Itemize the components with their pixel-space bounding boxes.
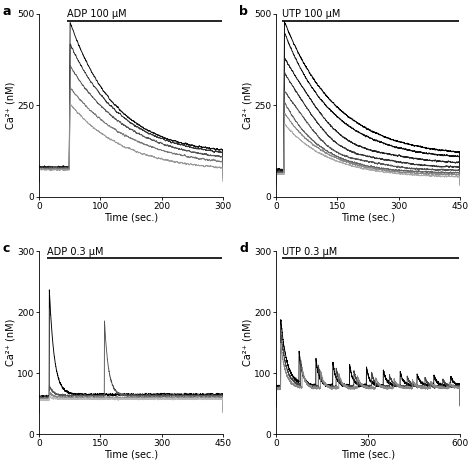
X-axis label: Time (sec.): Time (sec.) [341,212,395,222]
Text: d: d [239,242,248,255]
X-axis label: Time (sec.): Time (sec.) [104,450,158,459]
Y-axis label: Ca²⁺ (nM): Ca²⁺ (nM) [6,81,16,129]
Text: ADP 100 μM: ADP 100 μM [67,9,126,19]
X-axis label: Time (sec.): Time (sec.) [104,212,158,222]
Y-axis label: Ca²⁺ (nM): Ca²⁺ (nM) [243,319,253,366]
Y-axis label: Ca²⁺ (nM): Ca²⁺ (nM) [243,81,253,129]
Text: b: b [239,5,248,18]
X-axis label: Time (sec.): Time (sec.) [341,450,395,459]
Text: UTP 0.3 μM: UTP 0.3 μM [282,246,337,257]
Text: ADP 0.3 μM: ADP 0.3 μM [47,246,104,257]
Text: a: a [2,5,11,18]
Text: UTP 100 μM: UTP 100 μM [282,9,340,19]
Y-axis label: Ca²⁺ (nM): Ca²⁺ (nM) [6,319,16,366]
Text: c: c [2,242,9,255]
